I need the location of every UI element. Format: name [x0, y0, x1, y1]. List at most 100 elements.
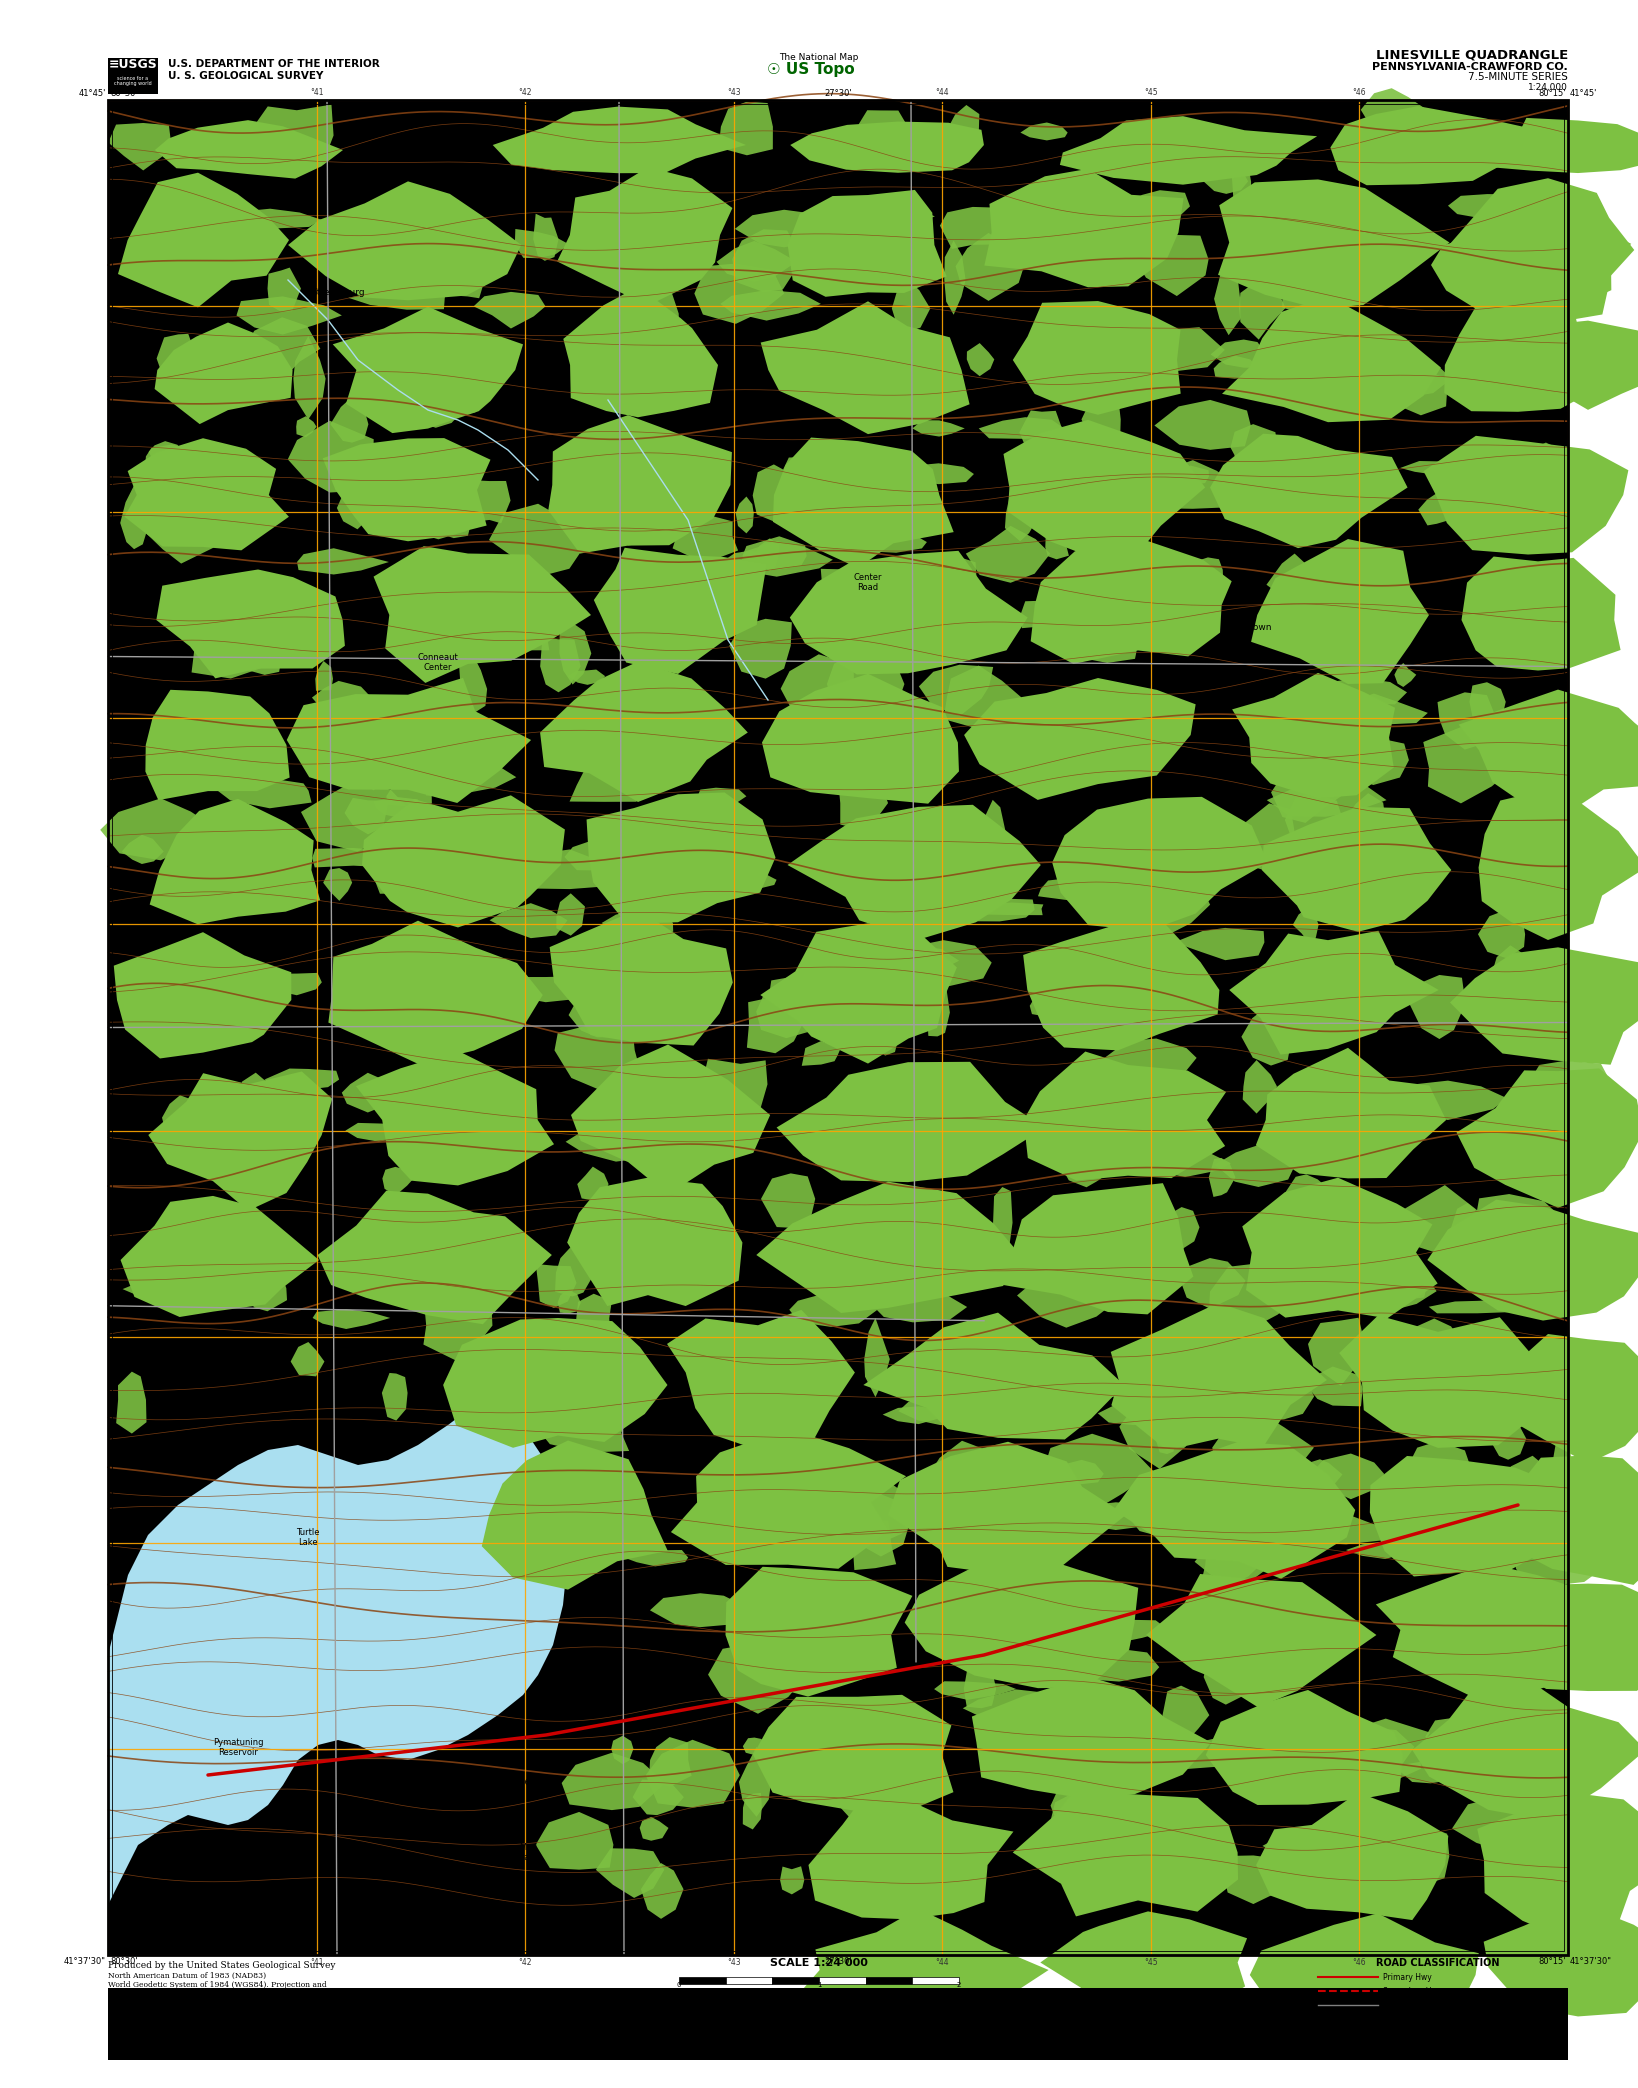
Polygon shape — [1358, 363, 1451, 397]
Text: Gravel
Island: Gravel Island — [473, 1877, 501, 1898]
Polygon shape — [1492, 946, 1533, 1002]
Polygon shape — [1499, 879, 1556, 904]
Polygon shape — [1001, 1184, 1194, 1313]
Polygon shape — [1286, 1173, 1332, 1211]
Polygon shape — [927, 1441, 989, 1501]
Polygon shape — [865, 1318, 889, 1397]
Polygon shape — [1261, 806, 1451, 931]
Polygon shape — [1210, 340, 1266, 367]
Polygon shape — [1427, 1201, 1638, 1320]
Polygon shape — [721, 290, 821, 322]
Polygon shape — [557, 894, 585, 935]
Polygon shape — [1079, 330, 1120, 403]
Polygon shape — [1114, 1443, 1355, 1579]
Polygon shape — [1076, 1501, 1161, 1531]
Polygon shape — [681, 796, 739, 839]
Polygon shape — [1310, 1453, 1384, 1499]
Polygon shape — [1305, 1460, 1343, 1485]
Polygon shape — [1340, 1315, 1551, 1447]
Polygon shape — [1127, 1482, 1201, 1537]
Polygon shape — [729, 618, 791, 679]
Polygon shape — [963, 1664, 996, 1708]
Text: U.S. DEPARTMENT OF THE INTERIOR: U.S. DEPARTMENT OF THE INTERIOR — [169, 58, 380, 69]
Polygon shape — [362, 796, 565, 927]
Polygon shape — [1147, 1574, 1376, 1708]
Polygon shape — [1402, 1082, 1507, 1119]
Polygon shape — [706, 570, 753, 633]
Polygon shape — [1309, 1318, 1364, 1386]
Polygon shape — [1078, 603, 1140, 662]
Polygon shape — [904, 1558, 1138, 1689]
Polygon shape — [1060, 117, 1317, 184]
Polygon shape — [1348, 1345, 1428, 1368]
Polygon shape — [1089, 1835, 1171, 1894]
Polygon shape — [244, 317, 321, 380]
Polygon shape — [755, 539, 780, 572]
Polygon shape — [1543, 1140, 1587, 1169]
Polygon shape — [767, 1508, 862, 1545]
Polygon shape — [1445, 303, 1594, 411]
Text: 7.5-MINUTE SERIES: 7.5-MINUTE SERIES — [1468, 71, 1568, 81]
Polygon shape — [1476, 117, 1638, 173]
Polygon shape — [919, 664, 993, 716]
Polygon shape — [850, 530, 927, 553]
Polygon shape — [1174, 1739, 1255, 1769]
Text: The National Map: The National Map — [780, 52, 858, 63]
Polygon shape — [930, 1474, 973, 1514]
Polygon shape — [1232, 152, 1251, 211]
Polygon shape — [742, 537, 806, 570]
Polygon shape — [1191, 557, 1224, 583]
Bar — [726, 1977, 773, 1984]
Polygon shape — [708, 1643, 808, 1714]
Polygon shape — [621, 464, 655, 509]
Polygon shape — [197, 716, 236, 758]
Polygon shape — [590, 710, 665, 779]
Polygon shape — [1227, 1766, 1292, 1785]
Polygon shape — [618, 472, 693, 518]
Polygon shape — [290, 1343, 324, 1376]
Polygon shape — [1419, 1470, 1446, 1503]
Polygon shape — [473, 292, 545, 328]
Polygon shape — [1517, 1455, 1638, 1585]
Polygon shape — [883, 1407, 955, 1424]
Polygon shape — [218, 779, 311, 808]
Text: Center
Road: Center Road — [853, 572, 883, 593]
Text: °43: °43 — [727, 88, 740, 96]
Polygon shape — [1017, 1276, 1124, 1328]
Polygon shape — [1012, 301, 1181, 416]
Text: 1:24,000: 1:24,000 — [1528, 84, 1568, 92]
Polygon shape — [1419, 493, 1450, 526]
Bar — [912, 1977, 958, 1984]
Text: °42: °42 — [518, 1959, 532, 1967]
Polygon shape — [314, 662, 333, 691]
Polygon shape — [742, 1606, 760, 1652]
Polygon shape — [424, 752, 516, 796]
Text: 10 000-foot ticks: Pennsylvania Coordinate System of 1983: 10 000-foot ticks: Pennsylvania Coordina… — [108, 1998, 334, 2007]
Polygon shape — [980, 902, 1043, 915]
Polygon shape — [1083, 1650, 1160, 1681]
Polygon shape — [465, 1351, 490, 1389]
Polygon shape — [550, 908, 732, 1046]
Polygon shape — [1428, 1299, 1518, 1313]
Polygon shape — [1168, 466, 1209, 484]
Polygon shape — [1168, 1207, 1199, 1249]
Polygon shape — [293, 336, 326, 420]
Polygon shape — [650, 1593, 753, 1627]
Polygon shape — [1156, 459, 1237, 509]
Polygon shape — [236, 296, 342, 334]
Polygon shape — [355, 1050, 554, 1186]
Text: 80°30': 80°30' — [110, 1956, 138, 1967]
Polygon shape — [373, 798, 421, 818]
Text: Produced by the United States Geological Survey: Produced by the United States Geological… — [108, 1961, 336, 1969]
Polygon shape — [421, 1238, 444, 1297]
Polygon shape — [1181, 1259, 1245, 1309]
Polygon shape — [593, 257, 663, 271]
Polygon shape — [462, 480, 511, 524]
Polygon shape — [1045, 537, 1070, 560]
Polygon shape — [557, 1290, 581, 1313]
Polygon shape — [955, 898, 1035, 921]
Polygon shape — [853, 1520, 896, 1570]
Polygon shape — [1456, 1069, 1638, 1207]
Polygon shape — [762, 674, 958, 804]
Polygon shape — [881, 1234, 932, 1276]
